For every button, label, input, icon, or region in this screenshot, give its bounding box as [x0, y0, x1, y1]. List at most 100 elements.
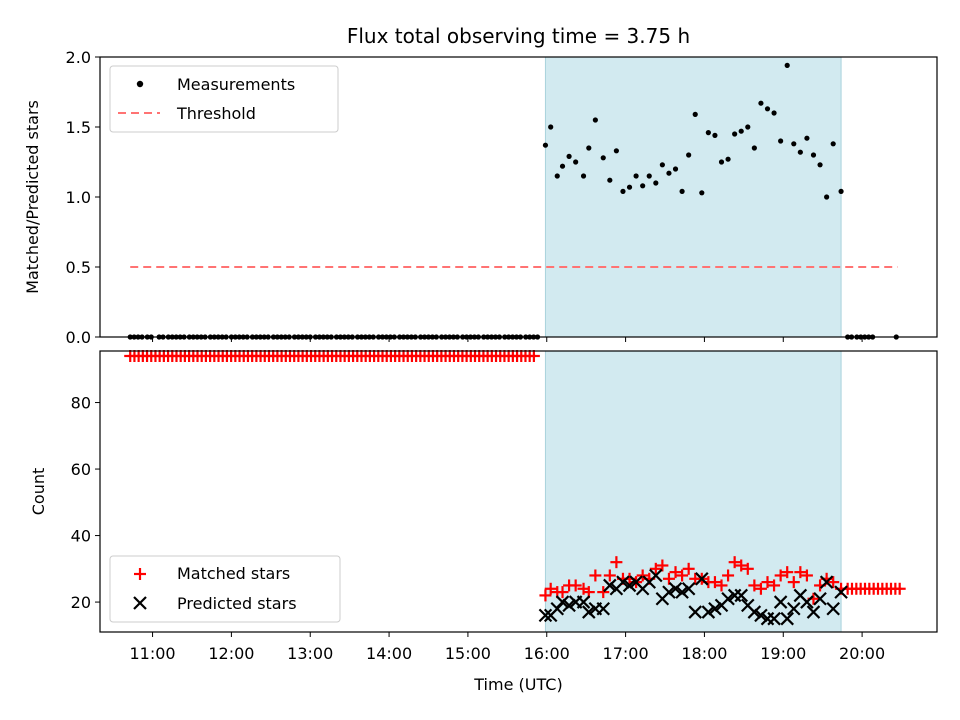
matched-star-marker — [610, 556, 623, 569]
measurement-point — [559, 163, 566, 169]
top-observing-window-shade — [544, 56, 842, 338]
measurement-point — [758, 100, 764, 106]
predicted-star-marker — [675, 585, 689, 599]
matched-star-marker — [761, 576, 774, 589]
matched-star-marker — [715, 579, 728, 592]
measurement-point — [653, 180, 659, 186]
matched-star-marker — [827, 576, 840, 589]
predicted-star-marker — [688, 605, 703, 619]
matched-star-marker — [768, 579, 781, 592]
measurement-point — [542, 142, 549, 148]
top-x-ticks — [152, 337, 863, 342]
matched-star-marker — [669, 566, 682, 579]
matched-star-marker — [735, 559, 748, 572]
predicted-star-marker — [806, 605, 821, 619]
matched-star-marker — [656, 559, 669, 572]
predicted-star-marker — [834, 585, 848, 599]
measurement-point — [620, 188, 626, 194]
xtick-label: 16:00 — [524, 644, 570, 663]
chart-title: Flux total observing time = 3.75 h — [347, 24, 690, 48]
predicted-star-marker — [681, 581, 696, 596]
measurement-point — [797, 149, 803, 155]
measurement-point — [810, 152, 817, 158]
predicted-star-marker — [734, 588, 748, 603]
measurement-point — [586, 145, 592, 151]
predicted-star-marker — [596, 601, 611, 616]
measurement-point — [784, 62, 790, 68]
xtick-label: 11:00 — [130, 644, 176, 663]
top-ytick-label: 2.0 — [66, 48, 91, 67]
top-ytick-label: 0.5 — [66, 258, 91, 277]
matched-star-marker — [649, 562, 662, 575]
measurement-point — [566, 153, 572, 159]
top-ytick-label: 1.0 — [66, 188, 91, 207]
measurement-point — [672, 166, 679, 172]
measurement-point — [699, 190, 705, 196]
matched-star-marker — [676, 569, 689, 582]
xtick-label: 17:00 — [603, 644, 649, 663]
predicted-star-marker — [538, 608, 553, 623]
predicted-star-marker — [819, 575, 834, 589]
measurement-point — [745, 124, 751, 130]
measurement-point — [732, 131, 738, 137]
predicted-star-marker — [767, 611, 781, 626]
xtick-label: 20:00 — [839, 644, 885, 663]
legend-matched-marker — [134, 568, 146, 580]
matched-star-marker — [636, 569, 649, 582]
measurement-point — [764, 106, 771, 112]
predicted-star-marker — [616, 575, 630, 589]
predicted-star-marker — [800, 595, 814, 609]
measurement-point — [613, 148, 619, 154]
measurement-point — [640, 183, 646, 189]
measurement-point — [592, 117, 598, 123]
measurement-point — [607, 177, 613, 183]
predicted-stars-markers — [538, 568, 848, 626]
measurement-point — [804, 135, 810, 141]
top-panel: 0.0 0.5 1.0 1.5 2.0 Flux total observing tim… — [23, 24, 938, 347]
predicted-star-marker — [582, 605, 596, 619]
matched-star-marker — [741, 562, 754, 575]
matched-star-marker — [539, 589, 552, 602]
top-ytick-label: 1.5 — [66, 118, 91, 137]
matched-star-marker — [794, 566, 807, 579]
bottom-ytick-label: 80 — [71, 394, 91, 413]
predicted-star-marker — [754, 608, 768, 623]
measurement-point — [554, 173, 560, 179]
measurement-point — [692, 111, 698, 117]
bottom-ytick-label: 20 — [71, 593, 91, 612]
measurement-point — [600, 155, 606, 161]
bottom-y-axis-label: Count — [29, 468, 48, 516]
xtick-label: 19:00 — [760, 644, 806, 663]
measurement-point — [838, 188, 844, 194]
measurement-point — [659, 162, 665, 168]
legend-predicted-marker — [133, 596, 147, 610]
xtick-label: 13:00 — [287, 644, 333, 663]
predicted-star-marker — [662, 585, 676, 599]
predicted-star-marker — [786, 601, 801, 616]
measurement-point — [633, 173, 639, 179]
predicted-star-marker — [826, 601, 840, 616]
bottom-legend-box — [109, 555, 341, 623]
predicted-star-marker — [747, 605, 762, 619]
measurement-point — [771, 110, 777, 116]
measurement-point — [626, 184, 633, 190]
matched-star-marker — [728, 556, 741, 569]
matched-star-marker — [662, 572, 675, 585]
top-y-ticks: 0.0 0.5 1.0 1.5 2.0 — [66, 48, 100, 347]
top-legend-box — [109, 65, 339, 133]
measurement-point — [679, 188, 685, 194]
matched-star-marker — [800, 569, 813, 582]
legend-matched-label: Matched stars — [177, 564, 290, 583]
measurement-point — [751, 145, 757, 151]
matched-star-marker — [527, 349, 540, 362]
top-legend: Measurements Threshold — [109, 65, 339, 133]
matched-star-marker — [781, 566, 794, 579]
matched-star-marker — [597, 586, 610, 599]
bottom-y-ticks: 20 40 60 80 — [71, 394, 100, 612]
matched-star-marker — [748, 579, 761, 592]
measurement-point — [778, 138, 784, 144]
measurement-point — [573, 159, 579, 165]
legend-measurements-label: Measurements — [177, 75, 295, 94]
